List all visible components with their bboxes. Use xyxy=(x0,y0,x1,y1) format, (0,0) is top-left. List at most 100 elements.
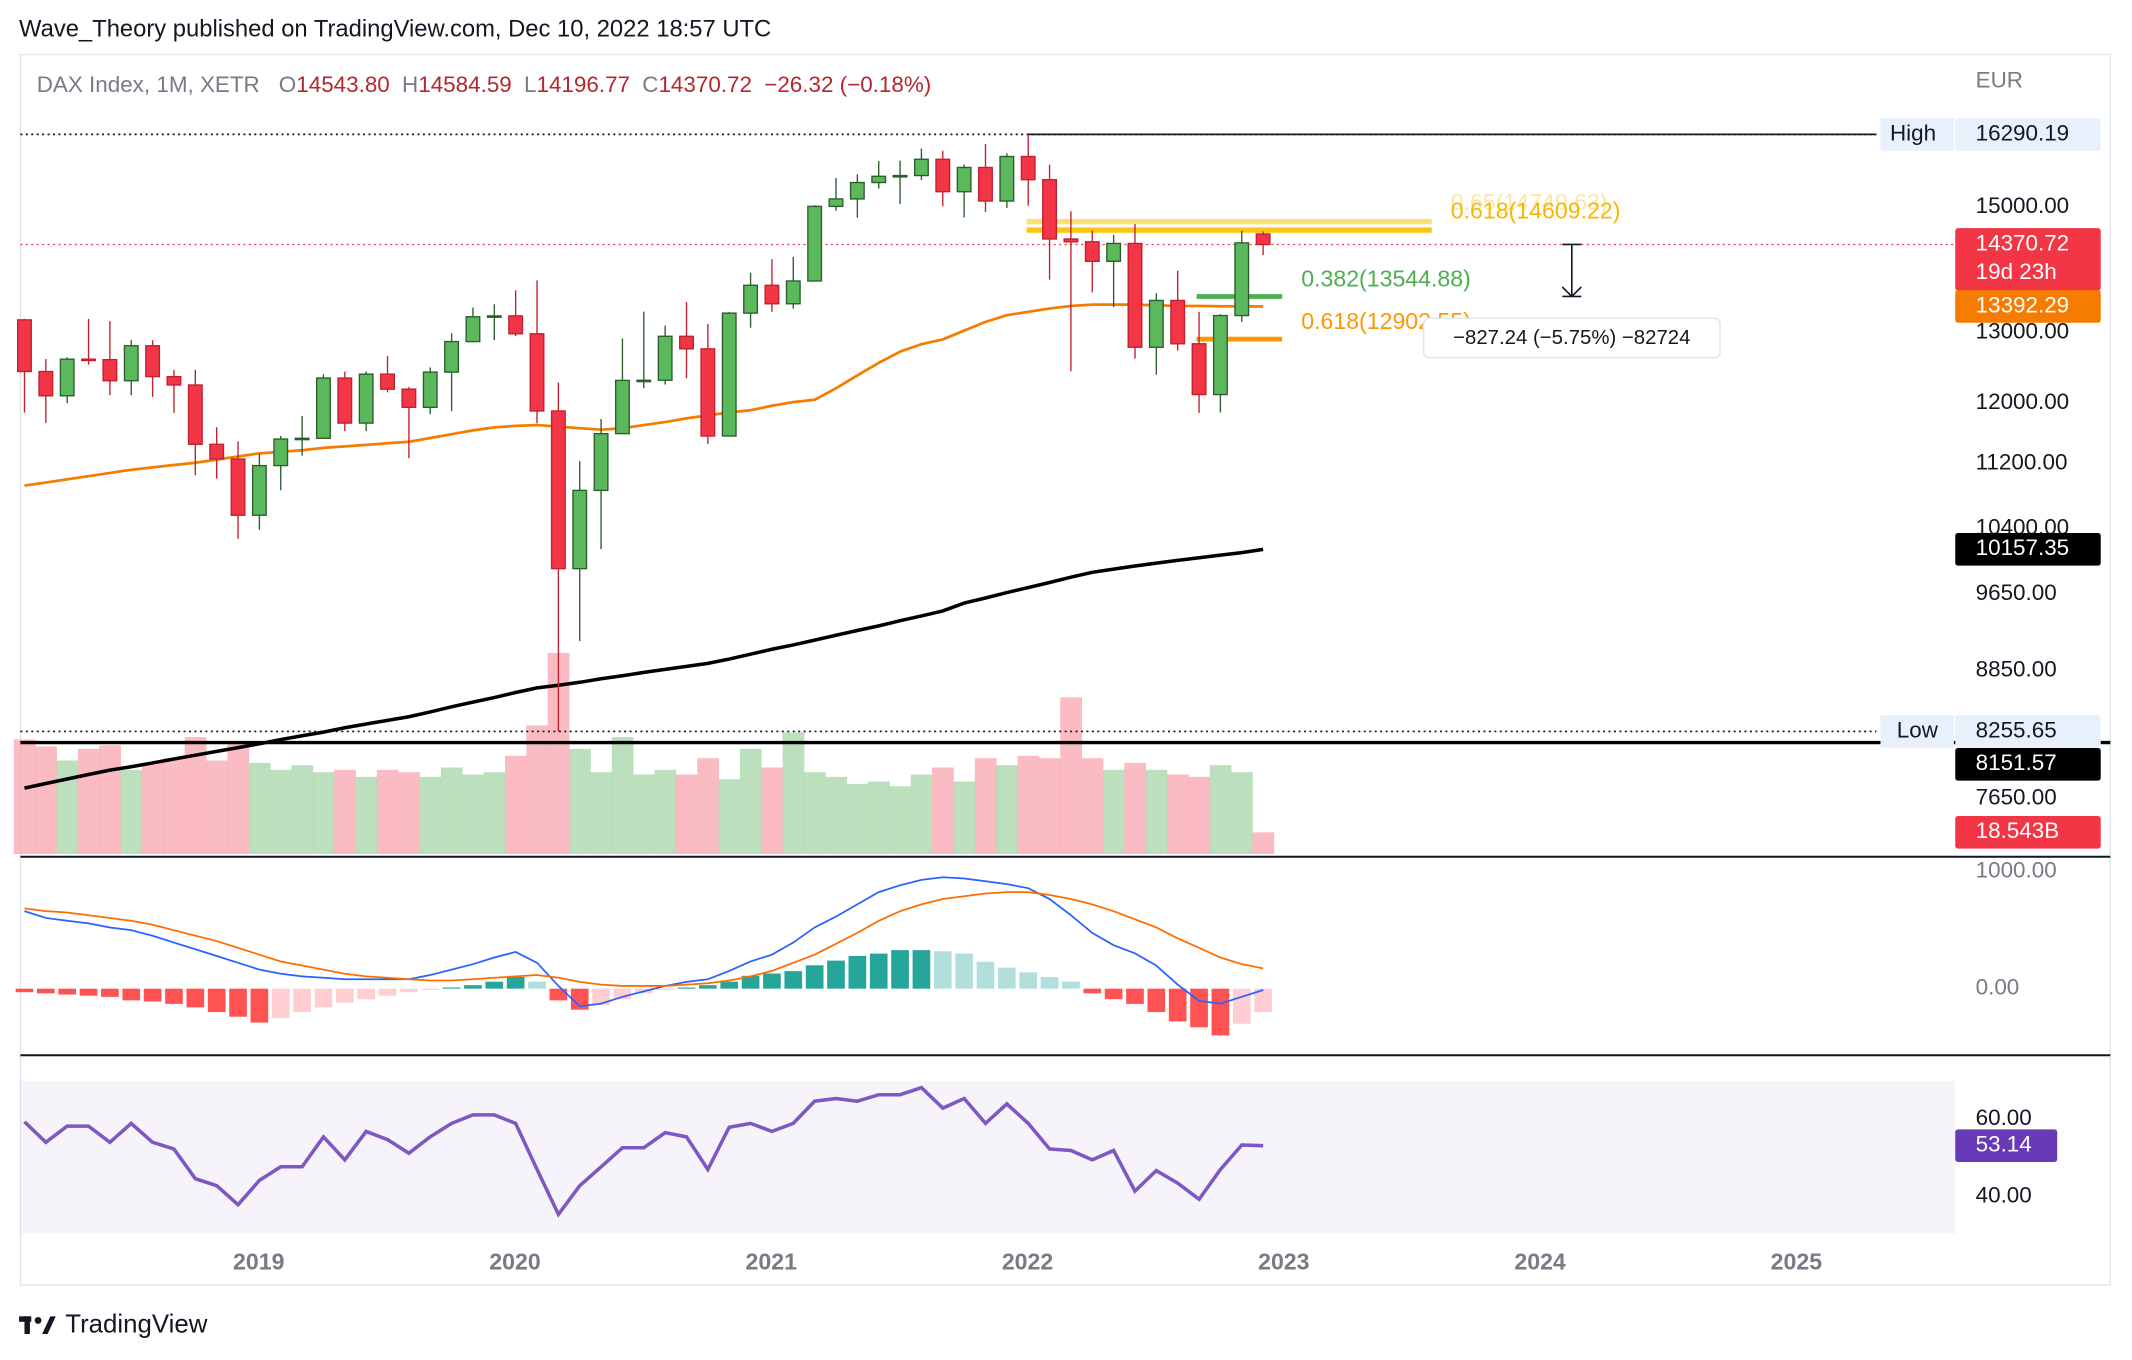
candle-body xyxy=(785,280,801,305)
candle-body xyxy=(358,373,374,424)
volume-bar xyxy=(932,767,954,855)
macd-histogram-bar xyxy=(656,988,674,990)
macd-histogram-bar xyxy=(122,988,141,1001)
volume-bar xyxy=(56,760,79,855)
brand: TradingView xyxy=(65,1311,207,1339)
macd-histogram-bar xyxy=(165,988,183,1004)
volume-bar xyxy=(526,725,549,855)
volume-bar xyxy=(141,762,164,855)
volume-bar xyxy=(355,776,378,855)
measure-label: −827.24 (−5.75%) −82724 xyxy=(1453,327,1690,349)
y-tick-label: 11200.00 xyxy=(1976,449,2068,474)
macd-histogram-bar xyxy=(1019,972,1038,989)
macd-histogram-bar xyxy=(912,950,931,989)
macd-histogram-bar xyxy=(400,988,418,993)
volume-bar xyxy=(440,767,463,855)
candle-body xyxy=(956,166,972,193)
moving-average xyxy=(24,303,1264,487)
macd-histogram-bar xyxy=(229,988,247,1017)
macd-histogram-bar xyxy=(15,988,34,993)
macd-histogram-bar xyxy=(613,988,632,1000)
candle-body xyxy=(550,410,566,570)
volume-bar xyxy=(889,786,912,855)
x-tick-label: 2021 xyxy=(746,1248,798,1274)
candle-body xyxy=(294,437,310,441)
macd-histogram-bar xyxy=(1147,988,1166,1013)
candle-body xyxy=(38,370,54,397)
macd-histogram-bar xyxy=(293,988,311,1013)
candle-body xyxy=(721,312,737,437)
ma-label-box xyxy=(1955,290,2101,323)
support-label-box xyxy=(1955,747,2101,781)
macd-histogram-bar xyxy=(677,987,696,989)
volume-bar xyxy=(270,769,292,855)
x-tick-label: 2020 xyxy=(489,1248,540,1274)
macd-histogram-bar xyxy=(741,975,760,989)
macd-histogram-bar xyxy=(784,971,803,989)
candle-body xyxy=(871,175,887,184)
chart-frame xyxy=(19,53,2111,1286)
macd-histogram-bar xyxy=(848,955,867,989)
macd-histogram-bar xyxy=(143,988,162,1002)
volume-bar xyxy=(1188,776,1211,855)
volume-bar xyxy=(248,762,271,855)
volume-bar xyxy=(99,745,121,855)
volume-bar xyxy=(334,769,356,855)
volume-bar xyxy=(1124,762,1147,855)
candle-body xyxy=(828,198,844,208)
support-label: 8151.57 xyxy=(1976,750,2057,775)
rsi-box xyxy=(1955,1129,2058,1162)
macd-histogram-bar xyxy=(763,973,781,989)
volume-bar xyxy=(1038,758,1061,855)
level-name-box xyxy=(1880,118,1954,151)
volume-bar xyxy=(675,774,698,855)
x-tick-label: 2025 xyxy=(1771,1248,1823,1274)
candle-body xyxy=(1042,179,1058,240)
volume-bar xyxy=(419,776,442,855)
candle-body xyxy=(657,335,673,381)
macd-histogram-bar xyxy=(1062,981,1080,989)
candle-body xyxy=(315,377,331,439)
candle-body xyxy=(380,373,396,390)
y-tick-label: 7650.00 xyxy=(1976,784,2057,809)
volume-bar xyxy=(120,769,143,855)
macd-histogram-bar xyxy=(101,988,119,997)
ma-label: 10157.35 xyxy=(1976,535,2070,560)
candle-body xyxy=(251,464,267,516)
volume-bar xyxy=(35,746,57,855)
candle-body xyxy=(892,174,908,178)
macd-histogram-bar xyxy=(955,953,973,989)
volume-bar xyxy=(590,772,613,855)
candle-body xyxy=(1212,314,1228,396)
macd-histogram-bar xyxy=(998,967,1016,989)
level-name-box xyxy=(1880,715,1954,748)
macd-histogram-bar xyxy=(1083,988,1102,994)
rsi-line xyxy=(23,1085,1264,1218)
y-tick-label: 8850.00 xyxy=(1976,656,2057,681)
macd-histogram-bar xyxy=(335,988,354,1003)
volume-bar xyxy=(483,772,506,855)
macd-histogram-bar xyxy=(378,988,397,996)
x-tick-label: 2019 xyxy=(233,1248,284,1274)
volume-bar xyxy=(569,748,591,855)
macd-histogram-bar xyxy=(592,988,610,1006)
volume-bar xyxy=(184,737,207,855)
candle-body xyxy=(1106,242,1122,263)
macd-histogram-bar xyxy=(58,988,77,995)
candle-body xyxy=(166,375,182,386)
candle-body xyxy=(1084,241,1100,263)
candle-body xyxy=(209,443,225,460)
candle-body xyxy=(145,345,161,378)
candle-body xyxy=(1234,242,1250,317)
symbol: DAX Index, 1M, XETR xyxy=(37,72,260,97)
volume-bar xyxy=(910,774,933,855)
volume-bar xyxy=(868,781,890,855)
rsi-tick-label: 60.00 xyxy=(1976,1105,2032,1130)
candle-body xyxy=(486,315,502,318)
volume-bar xyxy=(611,737,634,855)
volume-bar xyxy=(398,772,420,855)
volume-bar xyxy=(1231,772,1253,855)
fib-label: 0.618(14609.22) xyxy=(1451,197,1621,223)
macd-histogram-bar xyxy=(827,960,845,989)
